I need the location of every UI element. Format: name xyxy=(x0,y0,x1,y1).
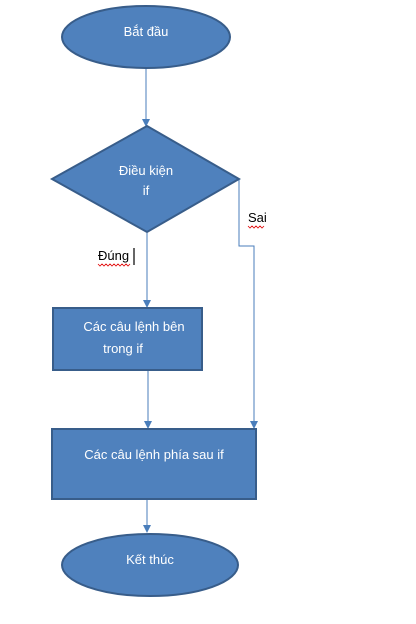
connectors xyxy=(142,68,258,533)
inside-if-box xyxy=(52,307,203,371)
start-node: Bắt đầu xyxy=(61,5,231,69)
true-branch-label: Đúng xyxy=(98,248,129,263)
spellcheck-underline-sai xyxy=(247,225,265,229)
after-if-box xyxy=(51,428,257,500)
false-branch-label: Sai xyxy=(248,210,267,225)
start-label: Bắt đầu xyxy=(124,24,169,39)
end-ellipse xyxy=(61,533,239,597)
end-node: Kết thúc xyxy=(61,533,239,597)
arrowhead-false-branch xyxy=(250,421,258,429)
after-if-node: Các câu lệnh phía sau if xyxy=(51,428,257,500)
inside-if-label-line2: trong if xyxy=(103,341,143,356)
spellcheck-underline-dung xyxy=(97,263,131,267)
condition-node: Điều kiện if xyxy=(49,124,242,234)
after-if-label: Các câu lệnh phía sau if xyxy=(84,447,224,462)
inside-if-node: Các câu lệnh bên trong if xyxy=(52,307,203,371)
end-label: Kết thúc xyxy=(126,552,174,567)
arrow-false-branch xyxy=(238,179,255,423)
condition-label-line1: Điều kiện xyxy=(119,163,173,178)
start-ellipse xyxy=(61,5,231,69)
arrowhead-inside xyxy=(143,300,151,308)
arrowhead-end xyxy=(143,525,151,533)
arrowhead-condition xyxy=(142,119,150,127)
arrowhead-after xyxy=(144,421,152,429)
inside-if-label-line1: Các câu lệnh bên xyxy=(83,319,184,334)
condition-diamond xyxy=(49,124,242,234)
condition-label-line2: if xyxy=(143,183,150,198)
